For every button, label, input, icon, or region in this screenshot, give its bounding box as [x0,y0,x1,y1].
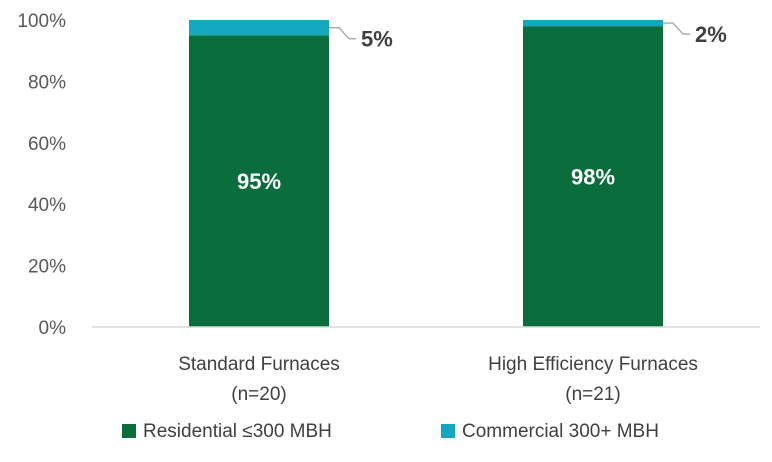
y-tick-label: 100% [17,11,66,32]
leader-line [329,27,356,40]
bar-segment [523,20,663,27]
x-tick-label: (n=21) [565,384,620,405]
y-tick-label: 0% [39,318,67,339]
y-tick-label: 80% [28,72,66,93]
x-tick-label: (n=20) [231,384,286,405]
bar-segment [523,26,663,327]
legend: Residential ≤300 MBH Commercial 300+ MBH [122,421,659,442]
leader-line [663,22,690,35]
bars: 95% 5% 98% 2% [189,20,727,327]
data-label: 5% [361,27,393,52]
y-tick-label: 40% [28,195,66,216]
legend-label: Commercial 300+ MBH [462,421,659,442]
legend-label: Residential ≤300 MBH [143,421,332,442]
data-label: 95% [237,169,281,194]
y-tick-label: 60% [28,134,66,155]
x-tick-label: High Efficiency Furnaces [488,354,698,375]
bar-segment [189,35,329,327]
data-label: 98% [571,165,615,190]
y-axis: 0% 20% 40% 60% 80% 100% [17,11,66,339]
x-tick-label: Standard Furnaces [178,354,340,375]
data-label: 2% [695,22,727,47]
bar-segment [189,20,329,36]
y-tick-label: 20% [28,257,66,278]
legend-swatch [441,424,455,438]
legend-swatch [122,424,136,438]
category-labels: Standard Furnaces (n=20) High Efficiency F… [178,354,698,405]
